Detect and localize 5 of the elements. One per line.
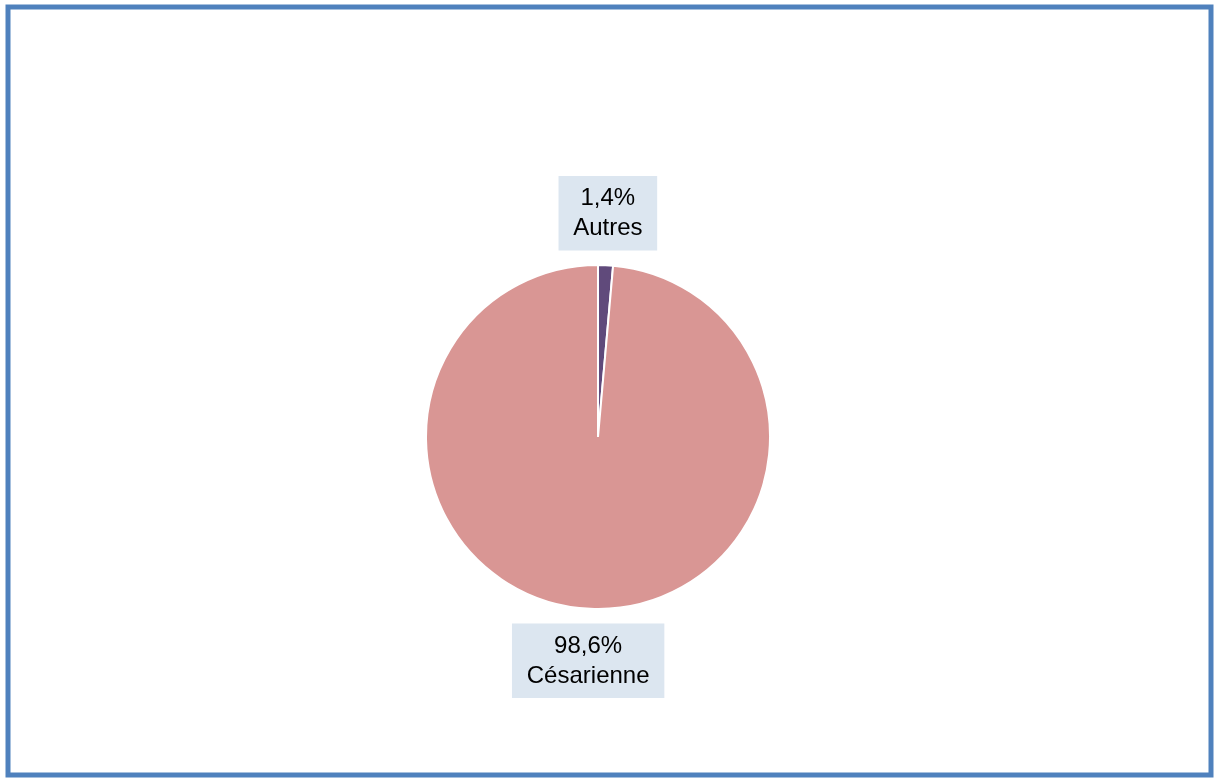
slice-label: Césarienne: [526, 660, 650, 688]
slice-label: Autres: [573, 213, 643, 241]
data-label: 98,6%: [554, 630, 623, 658]
pie-slice: [425, 264, 771, 610]
data-label: 1,4%: [580, 183, 636, 211]
